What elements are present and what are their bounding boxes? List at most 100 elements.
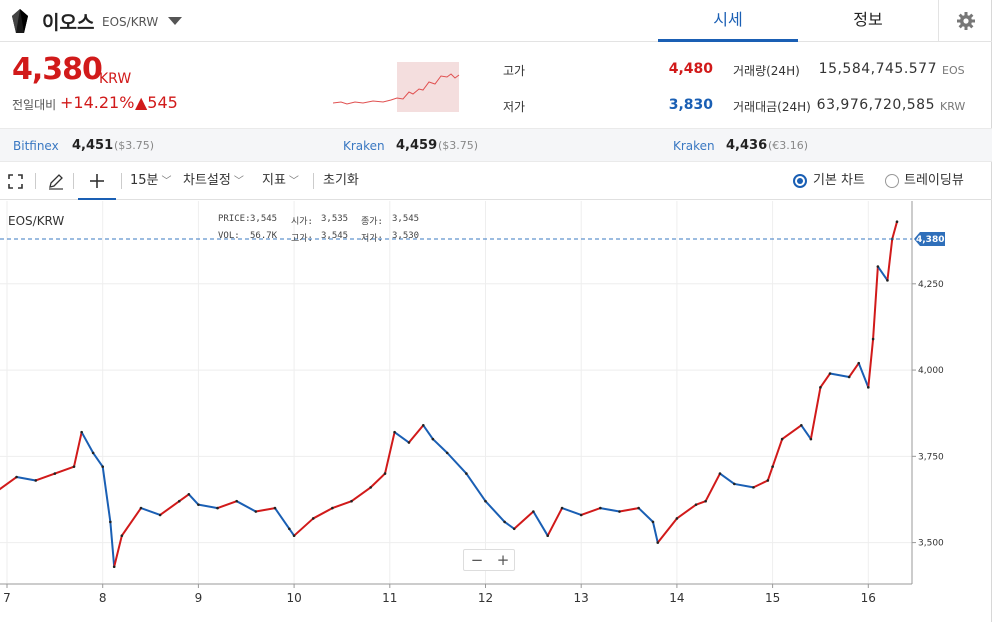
tab-quote[interactable]: 시세 bbox=[658, 0, 798, 42]
price-chart-area: 7 8 9 10 11 12 13 14 15 16 3,500 3,750 4,000 4,250 4,3… bbox=[0, 201, 992, 622]
volume-unit: EOS bbox=[942, 64, 965, 77]
price-series-segment bbox=[891, 220, 899, 240]
price-series-segment bbox=[886, 237, 894, 282]
price-point bbox=[886, 279, 889, 282]
price-point bbox=[15, 475, 18, 479]
high-value: 4,480 bbox=[668, 61, 713, 77]
price-point bbox=[819, 386, 822, 389]
price-point bbox=[421, 423, 425, 427]
price-series-segment bbox=[513, 510, 535, 530]
tab-info[interactable]: 정보 bbox=[853, 10, 883, 29]
exchange-foreign-price: ($3.75) bbox=[114, 139, 155, 152]
price-series-segment bbox=[800, 424, 812, 441]
price-point bbox=[637, 506, 640, 510]
chevron-down-icon[interactable] bbox=[168, 17, 182, 25]
price-series-segment bbox=[771, 438, 784, 468]
price-series-segment bbox=[781, 424, 803, 441]
eos-logo-icon bbox=[12, 9, 28, 33]
price-point bbox=[651, 520, 655, 524]
toolbar-divider bbox=[313, 173, 314, 189]
chart-settings-dropdown[interactable]: 차트설정 ﹀ bbox=[183, 163, 244, 199]
coin-header: 이오스 EOS/KRW 시세 정보 bbox=[0, 0, 992, 42]
exchange-foreign-price: (€3.16) bbox=[768, 139, 809, 152]
x-tick-label: 10 bbox=[286, 591, 301, 605]
basic-chart-radio[interactable] bbox=[793, 174, 807, 188]
reset-button[interactable]: 초기화 bbox=[323, 173, 359, 188]
tradingview-radio[interactable] bbox=[885, 174, 899, 188]
price-chart[interactable]: 7 8 9 10 11 12 13 14 15 16 3,500 3,750 4,000 4,250 4,3… bbox=[0, 201, 992, 622]
y-tick-label: 4,250 bbox=[918, 280, 944, 290]
tradingview-label[interactable]: 트레이딩뷰 bbox=[904, 173, 964, 188]
toolbar-divider bbox=[73, 173, 74, 189]
interval-dropdown[interactable]: 15분 ﹀ bbox=[130, 163, 172, 199]
x-tick-label: 9 bbox=[195, 591, 203, 605]
price-point bbox=[101, 465, 104, 468]
current-price: 4,380 bbox=[12, 52, 103, 87]
toolbar-divider bbox=[121, 173, 122, 189]
price-point bbox=[503, 520, 506, 524]
price-point bbox=[80, 430, 83, 434]
legend-high: 3,545 bbox=[321, 231, 349, 241]
x-tick-label: 14 bbox=[669, 591, 684, 605]
change-rate: +14.21% bbox=[60, 93, 135, 112]
price-series-segment bbox=[331, 500, 353, 510]
zoom-in-button[interactable]: + bbox=[496, 551, 510, 569]
price-point bbox=[704, 499, 707, 503]
settings-button[interactable] bbox=[938, 0, 992, 42]
exchange-name[interactable]: Kraken bbox=[343, 139, 385, 153]
price-point bbox=[288, 527, 291, 531]
price-point bbox=[675, 517, 679, 520]
y-tick-label: 3,750 bbox=[918, 452, 944, 462]
price-series-segment bbox=[651, 520, 659, 544]
price-series-segment bbox=[113, 534, 123, 568]
price-series-segment bbox=[503, 520, 516, 530]
crosshair-tool-button[interactable] bbox=[78, 163, 116, 200]
zoom-out-button[interactable]: − bbox=[470, 551, 484, 569]
price-point bbox=[532, 510, 535, 513]
price-series-segment bbox=[704, 472, 721, 503]
exchange-foreign-price: ($3.75) bbox=[438, 139, 479, 152]
price-point bbox=[393, 430, 396, 434]
price-series-segment bbox=[288, 527, 296, 537]
price-series-segment bbox=[446, 451, 468, 475]
price-series-segment bbox=[293, 517, 315, 537]
price-point bbox=[216, 506, 219, 510]
chart-symbol: EOS/KRW bbox=[8, 214, 65, 228]
price-point bbox=[407, 441, 411, 444]
basic-chart-label[interactable]: 기본 차트 bbox=[813, 173, 865, 188]
low-value: 3,830 bbox=[668, 97, 713, 113]
x-tick-label: 7 bbox=[3, 591, 11, 605]
high-label: 고가 bbox=[503, 64, 526, 78]
pencil-icon[interactable] bbox=[47, 173, 64, 190]
x-tick-label: 12 bbox=[478, 591, 493, 605]
price-series-segment bbox=[235, 500, 257, 513]
price-point bbox=[177, 499, 181, 503]
price-point bbox=[857, 361, 861, 365]
price-point bbox=[369, 486, 372, 489]
legend-low: 3,530 bbox=[392, 231, 420, 241]
amount-label: 거래대금(24H) bbox=[733, 100, 811, 114]
legend-open-label: 시가: bbox=[291, 217, 313, 227]
y-tick-label: 4,000 bbox=[918, 366, 944, 376]
exchange-name[interactable]: Bitfinex bbox=[13, 139, 59, 153]
price-series-segment bbox=[675, 503, 698, 520]
price-series-segment bbox=[0, 476, 18, 491]
exchange-name[interactable]: Kraken bbox=[673, 139, 715, 153]
price-series-segment bbox=[829, 372, 851, 378]
exchange-price-row: Bitfinex 4,451 ($3.75) Kraken 4,459 ($3.… bbox=[0, 128, 992, 162]
price-point bbox=[187, 492, 191, 496]
price-point bbox=[465, 472, 468, 475]
price-series-segment bbox=[718, 472, 736, 485]
price-series-segment bbox=[546, 507, 564, 537]
legend-price: 3,545 bbox=[250, 214, 278, 224]
fullscreen-icon[interactable] bbox=[8, 174, 23, 189]
indicators-dropdown[interactable]: 지표 ﹀ bbox=[262, 163, 299, 199]
price-point bbox=[694, 503, 698, 506]
price-point bbox=[158, 513, 162, 517]
price-point bbox=[512, 527, 516, 531]
price-series-segment bbox=[857, 362, 870, 389]
price-series-segment bbox=[872, 265, 879, 341]
price-series-segment bbox=[34, 472, 56, 482]
zoom-controls: − + bbox=[463, 549, 515, 571]
price-series-segment bbox=[637, 507, 654, 523]
